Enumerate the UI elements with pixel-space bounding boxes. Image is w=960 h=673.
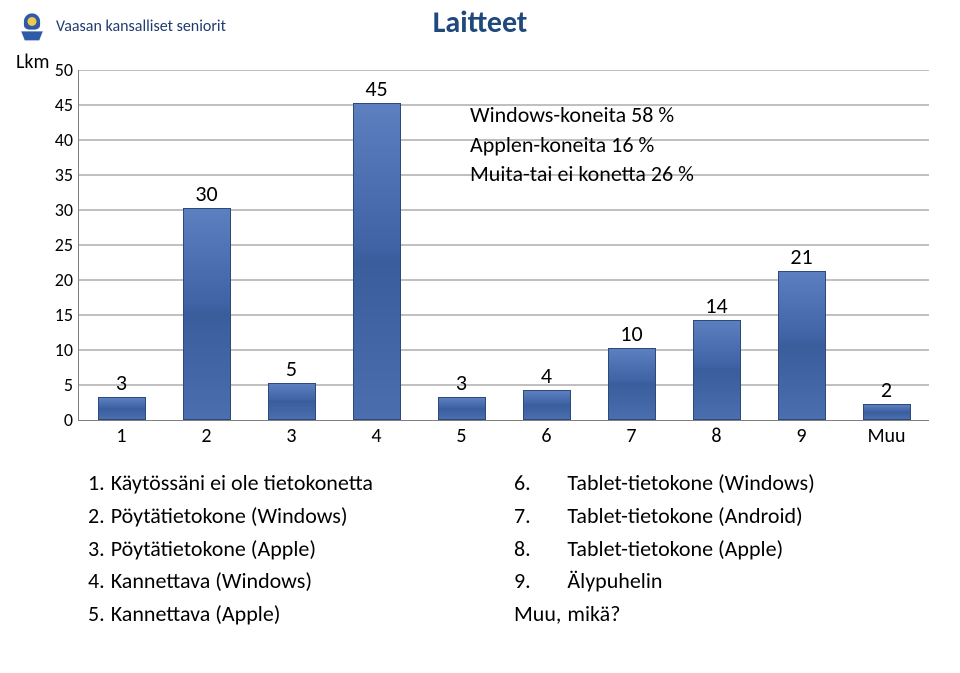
y-tick-label: 25	[39, 234, 79, 256]
legend-text: Käytössäni ei ole tietokonetta	[111, 468, 377, 499]
x-tick-label: 9	[759, 424, 844, 448]
legend-row: 6.Tablet-tietokone (Windows)	[514, 468, 819, 499]
x-tick-label: 7	[589, 424, 674, 448]
legend-row: 7.Tablet-tietokone (Android)	[514, 501, 819, 532]
y-tick-label: 40	[39, 129, 79, 151]
legend-text: mikä?	[567, 599, 818, 630]
bar: 14	[693, 320, 741, 420]
y-tick-label: 45	[39, 94, 79, 116]
legend-row: 2.Pöytätietokone (Windows)	[88, 501, 377, 532]
x-tick-label: 8	[674, 424, 759, 448]
x-tick-label: 5	[419, 424, 504, 448]
legend-number: 9.	[514, 566, 565, 597]
legend-row: 9.Älypuhelin	[514, 566, 819, 597]
bar-value-label: 45	[365, 75, 387, 102]
y-tick-label: 0	[39, 409, 79, 431]
annotation-line: Muita-tai ei konetta 26 %	[470, 159, 694, 189]
bar-slot: 2	[844, 70, 929, 420]
y-tick-label: 15	[39, 304, 79, 326]
bar-slot: 21	[759, 70, 844, 420]
x-tick-label: 2	[164, 424, 249, 448]
y-tick-label: 10	[39, 339, 79, 361]
legend-number: 5.	[88, 599, 109, 630]
y-tick-label: 30	[39, 199, 79, 221]
bar: 5	[268, 383, 316, 420]
x-tick-label: 1	[79, 424, 164, 448]
legend-text: Älypuhelin	[567, 566, 818, 597]
legend-number: Muu,	[514, 599, 565, 630]
y-tick-label: 20	[39, 269, 79, 291]
legend-text: Pöytätietokone (Windows)	[111, 501, 377, 532]
legend-number: 3.	[88, 534, 109, 565]
bar: 45	[353, 103, 401, 420]
bar: 3	[98, 397, 146, 420]
chart-title: Laitteet	[0, 4, 960, 41]
legend-row: 4.Kannettava (Windows)	[88, 566, 377, 597]
legend-text: Tablet-tietokone (Apple)	[567, 534, 818, 565]
bar-value-label: 4	[541, 362, 552, 389]
chart-annotation: Windows-koneita 58 %Applen-koneita 16 %M…	[470, 100, 694, 189]
bar-value-label: 3	[116, 369, 127, 396]
legend-number: 4.	[88, 566, 109, 597]
legend-left: 1.Käytössäni ei ole tietokonetta2.Pöytät…	[86, 466, 379, 632]
bar: 21	[778, 271, 826, 420]
legend-row: Muu,mikä?	[514, 599, 819, 630]
bar-value-label: 2	[881, 376, 892, 403]
legend-row: 1.Käytössäni ei ole tietokonetta	[88, 468, 377, 499]
legend-number: 7.	[514, 501, 565, 532]
annotation-line: Applen-koneita 16 %	[470, 130, 694, 160]
x-tick-label: 6	[504, 424, 589, 448]
legend-text: Tablet-tietokone (Windows)	[567, 468, 818, 499]
legend-row: 8.Tablet-tietokone (Apple)	[514, 534, 819, 565]
legend-row: 3.Pöytätietokone (Apple)	[88, 534, 377, 565]
bar-value-label: 21	[790, 243, 812, 270]
bar-value-label: 14	[705, 292, 727, 319]
bar: 2	[863, 404, 911, 420]
legend-text: Pöytätietokone (Apple)	[111, 534, 377, 565]
legend-number: 6.	[514, 468, 565, 499]
legend-text: Kannettava (Apple)	[111, 599, 377, 630]
legend-text: Kannettava (Windows)	[111, 566, 377, 597]
y-tick-label: 5	[39, 374, 79, 396]
x-tick-label: 3	[249, 424, 334, 448]
legend-number: 8.	[514, 534, 565, 565]
bar-value-label: 5	[286, 355, 297, 382]
y-tick-label: 35	[39, 164, 79, 186]
bar-slot: 5	[249, 70, 334, 420]
x-tick-label: 4	[334, 424, 419, 448]
bar: 3	[438, 397, 486, 420]
x-tick-label: Muu	[844, 424, 929, 448]
annotation-line: Windows-koneita 58 %	[470, 100, 694, 130]
bar: 10	[608, 348, 656, 420]
bar-slot: 30	[164, 70, 249, 420]
legend-text: Tablet-tietokone (Android)	[567, 501, 818, 532]
legend-right: 6.Tablet-tietokone (Windows)7.Tablet-tie…	[512, 466, 821, 632]
legend-number: 1.	[88, 468, 109, 499]
bar: 4	[523, 390, 571, 420]
bar-value-label: 30	[195, 180, 217, 207]
bar-value-label: 3	[456, 369, 467, 396]
bar-slot: 3	[79, 70, 164, 420]
y-tick-label: 50	[39, 59, 79, 81]
bar-slot: 45	[334, 70, 419, 420]
legend-row: 5.Kannettava (Apple)	[88, 599, 377, 630]
legend-number: 2.	[88, 501, 109, 532]
bar: 30	[183, 208, 231, 420]
bar-value-label: 10	[620, 320, 642, 347]
